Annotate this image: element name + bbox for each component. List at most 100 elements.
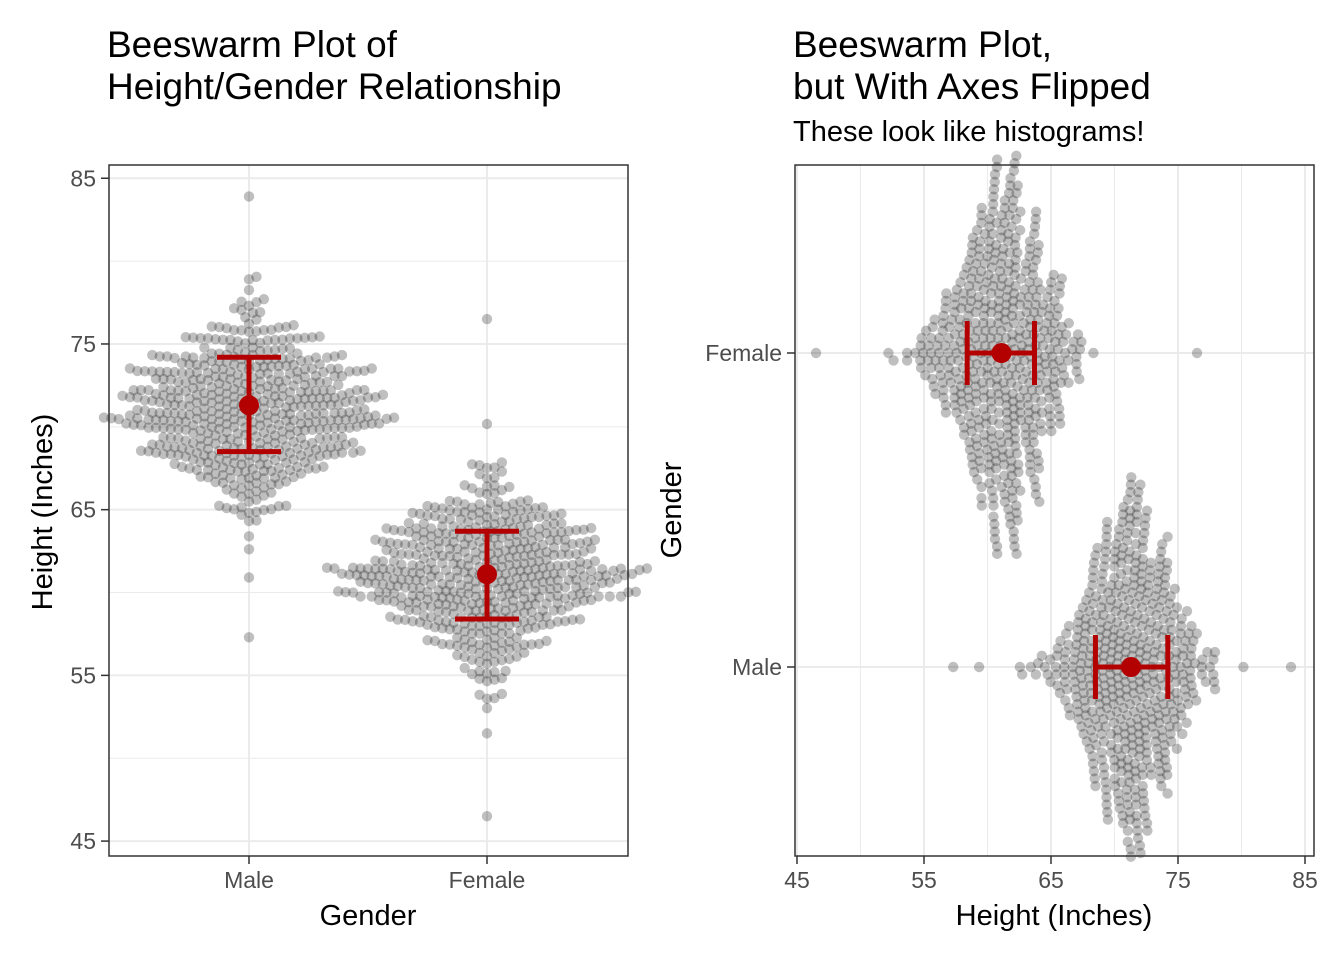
left-data-point: [299, 379, 310, 391]
right-data-point: [1099, 769, 1110, 781]
left-data-point: [533, 570, 545, 581]
right-data-point: [1024, 459, 1036, 470]
left-data-point: [474, 673, 485, 685]
right-data-point: [1156, 546, 1167, 557]
left-data-point: [515, 579, 526, 591]
right-data-point: [1122, 836, 1134, 848]
left-data-point: [496, 637, 508, 648]
left-data-point: [269, 413, 281, 424]
right-data-point: [1102, 806, 1113, 818]
right-data-point: [901, 355, 913, 366]
right-data-point: [1184, 665, 1196, 676]
right-data-point: [1020, 265, 1031, 277]
right-data-point: [1117, 509, 1129, 520]
right-data-point: [1105, 728, 1117, 740]
right-data-point: [1097, 568, 1108, 580]
right-data-point: [1096, 583, 1108, 595]
left-data-point: [500, 501, 511, 512]
left-data-point: [385, 580, 396, 591]
right-data-point: [1162, 531, 1173, 542]
left-data-point: [321, 423, 333, 435]
left-data-point: [571, 548, 582, 560]
right-data-point: [1009, 158, 1020, 169]
left-data-point: [247, 334, 258, 346]
right-data-point: [1112, 598, 1123, 609]
left-data-point: [232, 369, 244, 380]
right-data-point: [955, 381, 967, 392]
left-data-point: [295, 468, 307, 479]
left-data-point: [426, 601, 437, 612]
left-data-point: [585, 522, 597, 534]
right-data-point: [1130, 557, 1141, 569]
left-data-point: [258, 451, 270, 463]
left-data-point: [258, 490, 270, 501]
right-data-point: [1145, 706, 1156, 717]
left-data-point: [474, 499, 485, 510]
right-data-point: [1032, 658, 1044, 669]
left-y-axis-title: Height (Inches): [27, 414, 59, 611]
right-data-point: [1105, 710, 1116, 721]
right-data-point: [1113, 680, 1125, 691]
left-data-point: [459, 634, 470, 645]
right-data-point: [1004, 448, 1015, 459]
left-data-point: [351, 365, 363, 377]
left-y-tick-label: 65: [70, 497, 96, 523]
right-data-point: [973, 422, 985, 433]
right-data-point: [1120, 736, 1131, 747]
left-data-point: [519, 550, 530, 562]
left-data-point: [266, 503, 277, 515]
left-data-point: [593, 571, 604, 582]
right-data-point: [1142, 699, 1153, 710]
left-data-point: [530, 622, 541, 633]
left-data-point: [552, 575, 563, 586]
left-data-point: [288, 454, 299, 465]
right-data-point: [1098, 609, 1109, 621]
right-data-point: [978, 355, 989, 366]
left-data-point: [530, 598, 541, 610]
right-data-point: [1074, 344, 1086, 355]
right-data-point: [1124, 546, 1135, 557]
left-data-point: [470, 554, 482, 566]
left-data-point: [236, 296, 247, 307]
left-data-point: [548, 542, 560, 553]
left-data-point: [500, 582, 511, 593]
left-data-point: [448, 558, 459, 570]
left-data-point: [537, 539, 548, 551]
left-data-point: [310, 385, 322, 397]
right-data-point: [1014, 362, 1025, 374]
right-data-point: [1036, 425, 1047, 437]
right-data-point: [949, 340, 960, 351]
right-data-point: [954, 314, 966, 325]
left-data-point: [396, 559, 407, 570]
right-data-point: [1009, 239, 1021, 251]
right-data-point: [1081, 594, 1092, 606]
right-data-point: [1008, 533, 1020, 545]
left-data-point: [288, 359, 299, 371]
left-data-point: [519, 536, 530, 548]
left-data-point: [466, 459, 478, 470]
right-data-point: [1196, 669, 1208, 680]
right-data-point: [1123, 613, 1134, 624]
right-data-point: [1033, 463, 1045, 474]
right-data-point: [1134, 676, 1146, 688]
right-data-point: [915, 355, 926, 366]
right-data-point: [937, 355, 949, 366]
left-data-point: [511, 551, 522, 562]
right-data-point: [1141, 739, 1152, 751]
right-data-point: [1060, 646, 1071, 658]
left-data-point: [310, 408, 322, 419]
right-data-point: [1124, 806, 1135, 818]
left-data-point: [552, 616, 563, 627]
right-data-point: [1128, 706, 1140, 717]
left-data-point: [422, 619, 433, 631]
left-data-point: [418, 553, 429, 564]
left-data-point: [176, 409, 188, 420]
right-data-point: [1054, 355, 1065, 366]
right-data-point: [1180, 691, 1192, 702]
left-data-point: [403, 549, 415, 560]
right-data-point: [1069, 676, 1080, 688]
left-data-point: [526, 527, 537, 538]
left-data-point: [329, 351, 340, 362]
left-data-point: [388, 573, 400, 585]
left-data-point: [437, 623, 448, 634]
